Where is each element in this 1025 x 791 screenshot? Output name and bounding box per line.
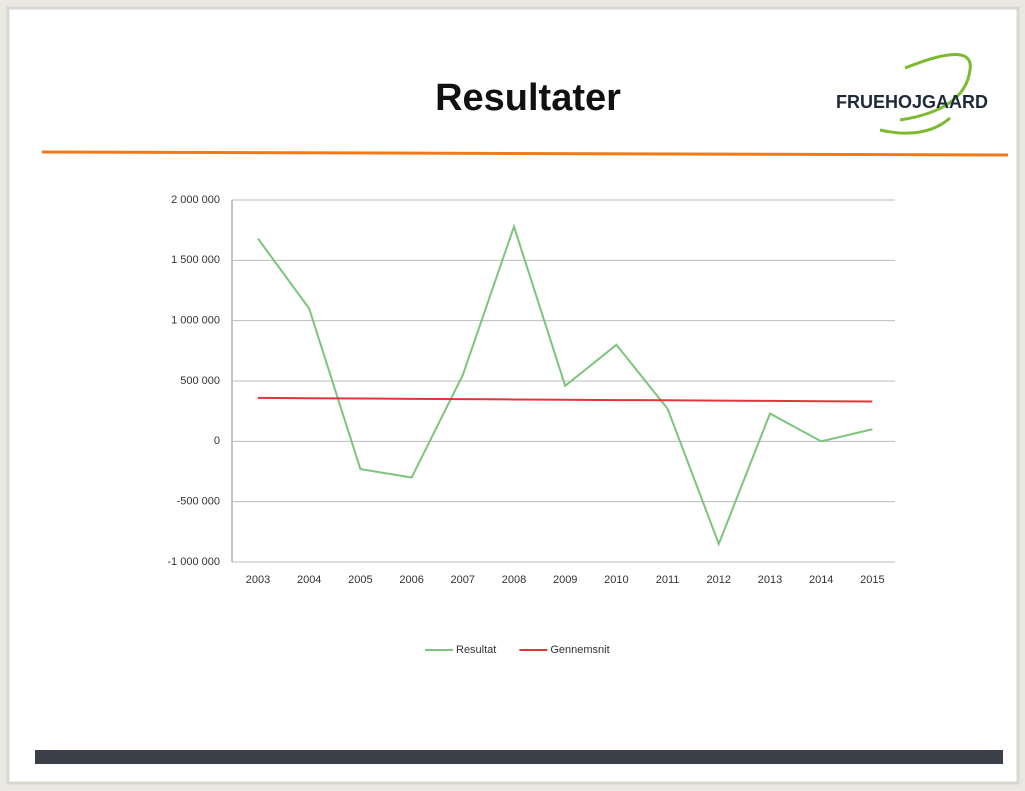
logo-swoosh (899, 53, 972, 122)
x-tick-label: 2013 (758, 574, 782, 586)
x-tick-label: 2009 (553, 574, 577, 586)
divider (41, 150, 1009, 157)
legend-label: Gennemsnit (550, 644, 609, 656)
logo-text: FRUEHOJGAARD (836, 92, 988, 112)
slide-title: Resultater (435, 77, 621, 119)
y-tick-label: 1 500 000 (171, 254, 220, 266)
y-tick-label: 500 000 (180, 375, 220, 387)
x-tick-label: 2011 (656, 574, 680, 586)
x-tick-label: 2005 (348, 574, 372, 586)
x-tick-label: 2010 (604, 574, 628, 586)
x-tick-label: 2007 (451, 574, 475, 586)
x-tick-label: 2006 (399, 574, 423, 586)
series-line (257, 223, 873, 547)
x-tick-label: 2008 (502, 574, 526, 586)
y-tick-label: 0 (214, 435, 220, 447)
slide-bg (6, 6, 1020, 785)
y-tick-label: -500 000 (177, 496, 220, 508)
y-tick-label: 1 000 000 (171, 315, 220, 327)
x-tick-label: 2015 (860, 574, 884, 586)
footer-bar (35, 750, 1003, 764)
x-tick-label: 2014 (809, 574, 833, 586)
logo-swoosh (879, 116, 951, 135)
y-tick-label: 2 000 000 (171, 194, 220, 206)
x-tick-label: 2012 (707, 574, 731, 586)
series-line (257, 396, 873, 403)
legend-label: Resultat (456, 644, 496, 656)
x-tick-label: 2003 (246, 574, 270, 586)
x-tick-label: 2004 (297, 574, 321, 586)
y-tick-label: -1 000 000 (167, 556, 220, 568)
